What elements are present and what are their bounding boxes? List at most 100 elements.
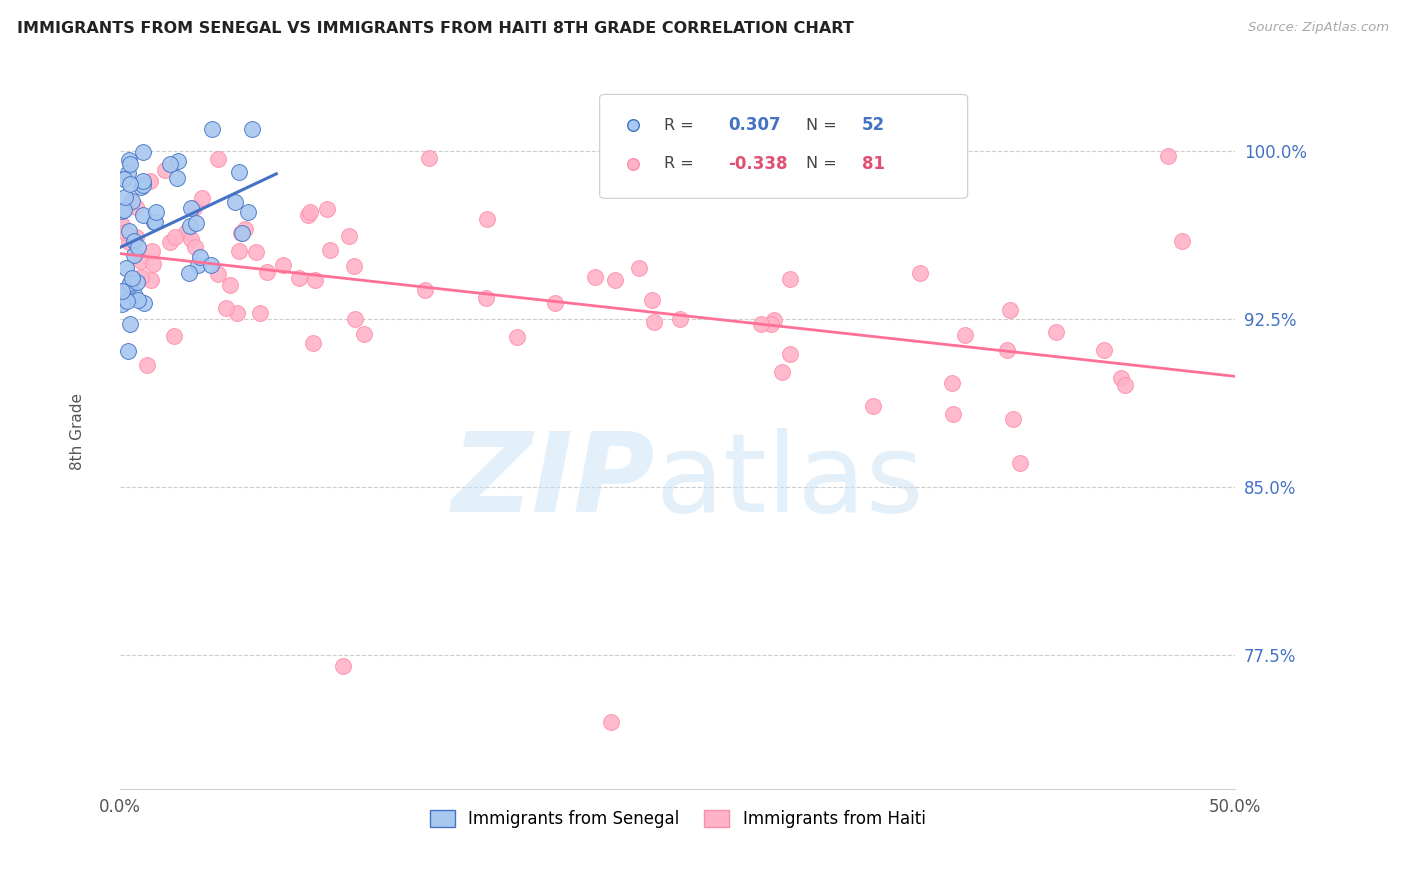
Point bbox=[114, 283, 136, 297]
Point bbox=[112, 202, 135, 217]
Point bbox=[779, 347, 801, 361]
Point bbox=[129, 179, 152, 194]
Point bbox=[337, 228, 360, 243]
Point bbox=[201, 122, 224, 136]
FancyBboxPatch shape bbox=[600, 95, 967, 198]
Point bbox=[288, 271, 311, 285]
Legend: Immigrants from Senegal, Immigrants from Haiti: Immigrants from Senegal, Immigrants from… bbox=[423, 803, 932, 835]
Point bbox=[779, 272, 801, 286]
Point bbox=[941, 407, 963, 421]
Point bbox=[236, 205, 259, 219]
Point bbox=[121, 271, 143, 285]
Point bbox=[115, 294, 138, 309]
Point bbox=[159, 235, 181, 249]
Point bbox=[297, 208, 319, 222]
Point bbox=[249, 306, 271, 320]
Point bbox=[177, 266, 200, 280]
Point bbox=[111, 219, 134, 233]
Point bbox=[187, 258, 209, 272]
Text: N =: N = bbox=[806, 156, 842, 171]
Point bbox=[135, 359, 157, 373]
Point bbox=[139, 173, 162, 187]
Point bbox=[219, 277, 242, 292]
Point bbox=[118, 235, 141, 250]
Point bbox=[190, 250, 212, 264]
Point bbox=[233, 222, 256, 236]
Point bbox=[228, 165, 250, 179]
Point bbox=[153, 163, 176, 178]
Point bbox=[418, 151, 440, 165]
Point bbox=[117, 287, 139, 301]
Point bbox=[132, 208, 155, 222]
Point bbox=[669, 312, 692, 326]
Point bbox=[413, 283, 436, 297]
Point bbox=[118, 223, 141, 237]
Point bbox=[179, 219, 201, 233]
Point bbox=[191, 191, 214, 205]
Point bbox=[1002, 411, 1025, 425]
Point bbox=[941, 376, 963, 390]
Point bbox=[118, 157, 141, 171]
Point bbox=[1109, 370, 1132, 384]
Point bbox=[599, 714, 621, 729]
Point bbox=[1171, 234, 1194, 248]
Point bbox=[145, 204, 167, 219]
Point bbox=[180, 232, 202, 246]
Point bbox=[627, 261, 650, 276]
Text: 0.307: 0.307 bbox=[728, 116, 780, 135]
Point bbox=[114, 225, 136, 239]
Point bbox=[143, 215, 166, 229]
Point bbox=[1092, 343, 1115, 357]
Point bbox=[1135, 308, 1157, 322]
Point bbox=[121, 194, 143, 208]
Point bbox=[862, 399, 884, 413]
Point bbox=[111, 203, 134, 218]
Point bbox=[120, 318, 142, 332]
Text: R =: R = bbox=[665, 156, 699, 171]
Point bbox=[1157, 149, 1180, 163]
Point bbox=[111, 285, 134, 299]
Point bbox=[132, 295, 155, 310]
Point bbox=[271, 258, 294, 272]
Text: R =: R = bbox=[665, 118, 699, 133]
Point bbox=[122, 234, 145, 248]
Point bbox=[641, 293, 664, 307]
Point bbox=[228, 244, 250, 258]
Point bbox=[125, 200, 148, 214]
Point bbox=[174, 225, 197, 239]
Point bbox=[159, 156, 181, 170]
Text: ZIP: ZIP bbox=[451, 428, 655, 534]
Point bbox=[908, 266, 931, 280]
Point bbox=[231, 226, 253, 240]
Point bbox=[215, 301, 238, 316]
Point bbox=[245, 244, 267, 259]
Point bbox=[344, 312, 367, 326]
Point bbox=[200, 258, 222, 272]
Point bbox=[114, 190, 136, 204]
Point bbox=[353, 327, 375, 342]
Text: IMMIGRANTS FROM SENEGAL VS IMMIGRANTS FROM HAITI 8TH GRADE CORRELATION CHART: IMMIGRANTS FROM SENEGAL VS IMMIGRANTS FR… bbox=[17, 21, 853, 36]
Point bbox=[129, 253, 152, 268]
Point bbox=[763, 313, 786, 327]
Point bbox=[162, 329, 184, 343]
Point bbox=[603, 272, 626, 286]
Point bbox=[475, 291, 498, 305]
Point bbox=[180, 201, 202, 215]
Point bbox=[229, 226, 252, 240]
Point bbox=[643, 315, 665, 329]
Point bbox=[759, 318, 782, 332]
Point bbox=[955, 327, 977, 342]
Point bbox=[302, 336, 325, 351]
Point bbox=[184, 240, 207, 254]
Point bbox=[1135, 428, 1157, 442]
Point bbox=[166, 153, 188, 168]
Point bbox=[183, 201, 205, 215]
Point bbox=[122, 248, 145, 262]
Point bbox=[111, 290, 134, 304]
Point bbox=[207, 267, 229, 281]
Point bbox=[186, 216, 208, 230]
Point bbox=[129, 270, 152, 285]
Text: -0.338: -0.338 bbox=[728, 155, 787, 173]
Point bbox=[998, 302, 1021, 317]
Point bbox=[583, 270, 606, 285]
